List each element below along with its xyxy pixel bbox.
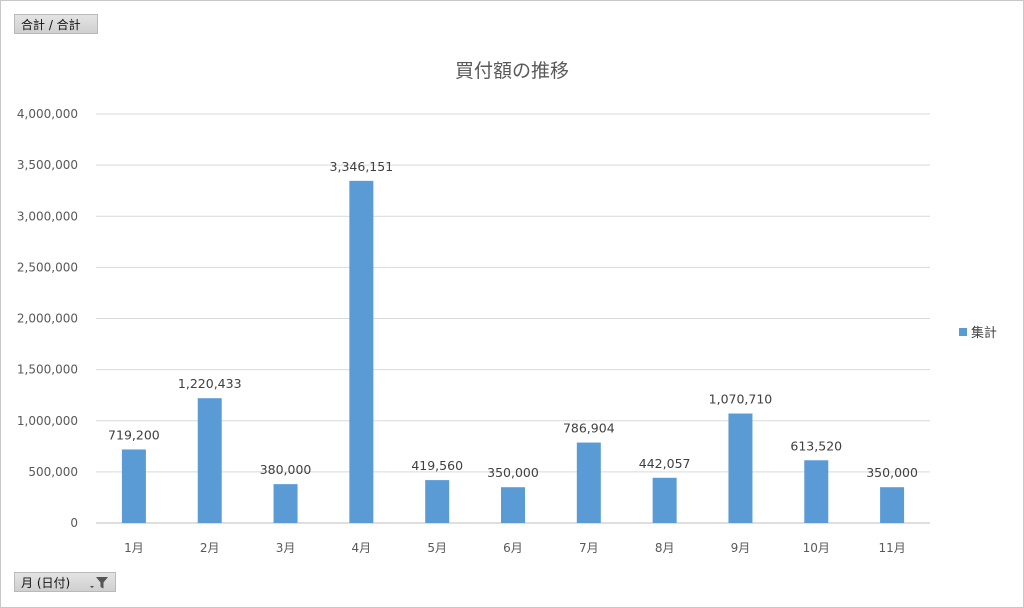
y-tick-label: 2,500,000 (17, 260, 78, 274)
data-label: 1,220,433 (178, 376, 242, 391)
legend-label: 集計 (971, 325, 997, 341)
y-tick-label: 4,000,000 (17, 107, 78, 121)
x-tick-label: 2月 (200, 541, 220, 555)
bar (425, 480, 450, 523)
value-field-label: 合計 / 合計 (21, 18, 81, 32)
bar (349, 180, 374, 523)
y-axis-ticks: 0 500,000 1,000,000 1,500,000 2,000,000 2,500… (17, 107, 78, 530)
data-labels: 719,200 1,220,433 380,000 3,346,151 419,560 3… (108, 159, 918, 480)
legend-swatch (959, 328, 967, 336)
bar (880, 487, 905, 523)
axis-field-button[interactable]: 月 (日付) (14, 572, 116, 592)
x-tick-label: 8月 (655, 541, 675, 555)
data-label: 3,346,151 (330, 159, 394, 174)
data-label: 786,904 (563, 421, 615, 436)
bar (197, 398, 222, 523)
x-tick-label: 4月 (352, 541, 372, 555)
x-axis-ticks: 1月 2月 3月 4月 5月 6月 7月 8月 9月 10月 11月 (124, 541, 906, 555)
data-label: 613,520 (790, 438, 842, 453)
bar (728, 413, 753, 523)
bar (804, 460, 829, 523)
x-tick-label: 10月 (803, 541, 830, 555)
data-label: 719,200 (108, 427, 160, 442)
bar (652, 477, 677, 523)
bar (501, 487, 525, 523)
bar (273, 484, 298, 523)
data-label: 442,057 (639, 456, 691, 471)
axis-field-label: 月 (日付) (21, 576, 71, 590)
chart-title: 買付額の推移 (455, 60, 569, 82)
x-tick-label: 1月 (124, 541, 144, 555)
data-label: 350,000 (866, 465, 918, 480)
y-tick-label: 3,000,000 (17, 209, 78, 223)
y-tick-label: 1,000,000 (17, 414, 78, 428)
y-tick-label: 1,500,000 (17, 363, 78, 377)
x-tick-label: 9月 (731, 541, 751, 555)
x-tick-label: 5月 (427, 541, 447, 555)
x-tick-label: 6月 (503, 541, 523, 555)
filter-icon[interactable] (89, 576, 109, 590)
x-tick-label: 7月 (579, 541, 599, 555)
y-tick-label: 2,000,000 (17, 312, 78, 326)
legend: 集計 (959, 325, 997, 341)
data-label: 380,000 (260, 462, 312, 477)
data-label: 419,560 (411, 458, 463, 473)
grid-layer (96, 113, 930, 524)
y-tick-label: 0 (70, 516, 78, 530)
y-tick-label: 3,500,000 (17, 158, 78, 172)
y-tick-label: 500,000 (28, 465, 78, 479)
value-field-button[interactable]: 合計 / 合計 (14, 14, 98, 34)
data-label: 1,070,710 (709, 392, 773, 407)
x-tick-label: 11月 (878, 541, 905, 555)
data-label: 350,000 (487, 465, 539, 480)
bar (121, 449, 146, 523)
bars (121, 180, 905, 523)
bar (576, 442, 601, 523)
x-tick-label: 3月 (276, 541, 296, 555)
